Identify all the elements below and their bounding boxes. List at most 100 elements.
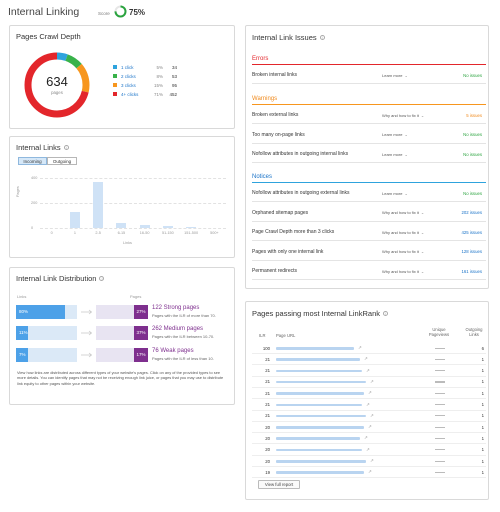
issue-action-button[interactable]: Learn more ⌄ bbox=[382, 73, 408, 78]
dist-row-medium[interactable]: 11% 37% 262 Medium pages Pages with the … bbox=[16, 326, 236, 340]
score-label: Score bbox=[98, 11, 110, 16]
external-link-icon[interactable]: ↗ bbox=[366, 446, 370, 452]
external-link-icon[interactable]: ↗ bbox=[366, 367, 370, 373]
external-link-icon[interactable]: ↗ bbox=[364, 435, 368, 441]
donut-segment[interactable] bbox=[24, 52, 90, 118]
outgoing-links-value[interactable]: 1 bbox=[481, 469, 484, 475]
page-url-link[interactable] bbox=[276, 414, 366, 418]
linkrank-title-text: Pages passing most Internal LinkRank bbox=[252, 309, 380, 318]
page-url-link[interactable] bbox=[276, 437, 360, 440]
legend-label: 3 clicks bbox=[121, 82, 136, 88]
unique-pageviews-value bbox=[435, 449, 445, 451]
info-icon[interactable]: i bbox=[383, 311, 388, 316]
external-link-icon[interactable]: ↗ bbox=[368, 424, 372, 430]
crawl-depth-donut[interactable] bbox=[22, 50, 92, 120]
page-url-link[interactable] bbox=[276, 448, 362, 452]
pages-bar-fill: 17% bbox=[134, 348, 148, 362]
page-url-link[interactable] bbox=[276, 392, 364, 395]
info-icon[interactable]: i bbox=[63, 145, 69, 150]
legend-row-1-click[interactable]: 1 click 5% 34 bbox=[113, 64, 177, 70]
dist-name[interactable]: 122 Strong pages bbox=[152, 305, 200, 311]
issue-value[interactable]: 128 issues bbox=[461, 249, 482, 254]
distribution-note: View how links are distributed across di… bbox=[17, 370, 224, 386]
legend-row-3-clicks[interactable]: 3 clicks 15% 95 bbox=[113, 82, 177, 88]
outgoing-links-value[interactable]: 6 bbox=[481, 345, 484, 351]
page-url-link[interactable] bbox=[276, 358, 360, 361]
bar[interactable] bbox=[186, 226, 197, 228]
donut-segment[interactable] bbox=[24, 52, 90, 118]
external-link-icon[interactable]: ↗ bbox=[368, 469, 372, 475]
outgoing-links-value[interactable]: 1 bbox=[481, 447, 484, 453]
external-link-icon[interactable]: ↗ bbox=[368, 390, 372, 396]
issue-row: Orphaned sitemap pages Why and how to fix… bbox=[252, 203, 486, 222]
dist-row-weak[interactable]: 7% 17% 76 Weak pages Pages with the ILR … bbox=[16, 348, 236, 362]
issue-value[interactable]: 425 issues bbox=[461, 229, 482, 235]
dist-name[interactable]: 262 Medium pages bbox=[152, 326, 204, 332]
outgoing-links-value[interactable]: 1 bbox=[481, 458, 484, 464]
score-ring-icon bbox=[114, 5, 127, 18]
issue-action-button[interactable]: Why and how to fix it ⌄ bbox=[382, 230, 424, 235]
section-errors: Errors bbox=[252, 54, 486, 65]
outgoing-links-value[interactable]: 1 bbox=[481, 435, 484, 441]
page-url-link[interactable] bbox=[276, 460, 366, 463]
info-icon[interactable]: i bbox=[319, 35, 325, 40]
y-tick-label: 0 bbox=[31, 225, 34, 230]
external-link-icon[interactable]: ↗ bbox=[364, 356, 368, 362]
dist-name[interactable]: 76 Weak pages bbox=[152, 348, 194, 354]
issue-action-button[interactable]: Learn more ⌄ bbox=[382, 191, 408, 196]
outgoing-links-value[interactable]: 1 bbox=[481, 356, 484, 362]
bar[interactable] bbox=[93, 181, 104, 228]
legend-percent: 71% bbox=[153, 91, 163, 97]
issue-action-button[interactable]: Learn more ⌄ bbox=[382, 152, 408, 157]
bar[interactable] bbox=[139, 224, 150, 228]
bar[interactable] bbox=[116, 223, 127, 228]
issue-value[interactable]: 202 issues bbox=[461, 210, 482, 215]
legend-swatch bbox=[113, 65, 117, 69]
page-url-link[interactable] bbox=[276, 380, 366, 384]
page-url-link[interactable] bbox=[276, 471, 364, 474]
chevron-down-icon: ⌄ bbox=[420, 210, 425, 215]
issue-action-button[interactable]: Why and how to fix it ⌄ bbox=[382, 210, 424, 215]
view-full-report-button[interactable]: View full report bbox=[258, 480, 300, 489]
arrow-right-icon bbox=[81, 309, 93, 315]
page-url-link[interactable] bbox=[276, 347, 354, 350]
issue-row: Nofollow attributes in outgoing internal… bbox=[252, 144, 486, 163]
page-url-link[interactable] bbox=[276, 426, 364, 429]
outgoing-links-value[interactable]: 1 bbox=[481, 379, 484, 385]
links-bar: 11% bbox=[16, 326, 77, 340]
tab-outgoing[interactable]: Outgoing bbox=[47, 157, 77, 165]
score-value: 75% bbox=[129, 8, 146, 17]
legend-row-4-clicks[interactable]: 4+ clicks 71% 452 bbox=[113, 91, 177, 97]
internal-links-chart: 400 200 0 0 1 2-5 6-15 16-50 51-150 151-500 500+ bbox=[10, 137, 236, 259]
bar[interactable] bbox=[69, 211, 80, 228]
issue-action-button[interactable]: Learn more ⌄ bbox=[382, 132, 408, 137]
issue-action-button[interactable]: Why and how to fix it ⌄ bbox=[382, 113, 424, 118]
page-url-link[interactable] bbox=[276, 369, 362, 373]
external-link-icon[interactable]: ↗ bbox=[366, 401, 370, 407]
external-link-icon[interactable]: ↗ bbox=[370, 378, 374, 384]
outgoing-links-value[interactable]: 1 bbox=[481, 424, 484, 430]
section-warnings: Warnings bbox=[252, 94, 486, 105]
issue-action-button[interactable]: Why and how to fix it ⌄ bbox=[382, 249, 424, 254]
issue-value[interactable]: 5 issues bbox=[466, 112, 482, 118]
info-icon[interactable]: i bbox=[99, 276, 105, 281]
outgoing-links-value[interactable]: 1 bbox=[481, 390, 484, 396]
outgoing-links-value[interactable]: 1 bbox=[481, 368, 484, 374]
page-url-link[interactable] bbox=[276, 403, 362, 407]
legend-swatch bbox=[113, 83, 117, 87]
external-link-icon[interactable]: ↗ bbox=[370, 412, 374, 418]
issue-action-button[interactable]: Why and how to fix it ⌄ bbox=[382, 269, 424, 274]
external-link-icon[interactable]: ↗ bbox=[358, 345, 362, 350]
ilr-value: 20 bbox=[265, 435, 270, 441]
dist-row-strong[interactable]: 80% 27% 122 Strong pages Pages with the … bbox=[16, 305, 236, 319]
external-link-icon[interactable]: ↗ bbox=[370, 458, 374, 463]
arrow-right-icon bbox=[81, 352, 93, 358]
bar[interactable] bbox=[162, 226, 173, 228]
legend-row-2-clicks[interactable]: 2 clicks 8% 53 bbox=[113, 73, 177, 79]
issue-value[interactable]: 161 issues bbox=[461, 268, 482, 274]
outgoing-links-value[interactable]: 1 bbox=[481, 402, 484, 407]
issues-title: Internal Link Issues i bbox=[252, 33, 325, 42]
outgoing-links-value[interactable]: 1 bbox=[481, 413, 484, 419]
legend-swatch bbox=[113, 92, 117, 96]
tab-incoming[interactable]: Incoming bbox=[18, 157, 47, 165]
